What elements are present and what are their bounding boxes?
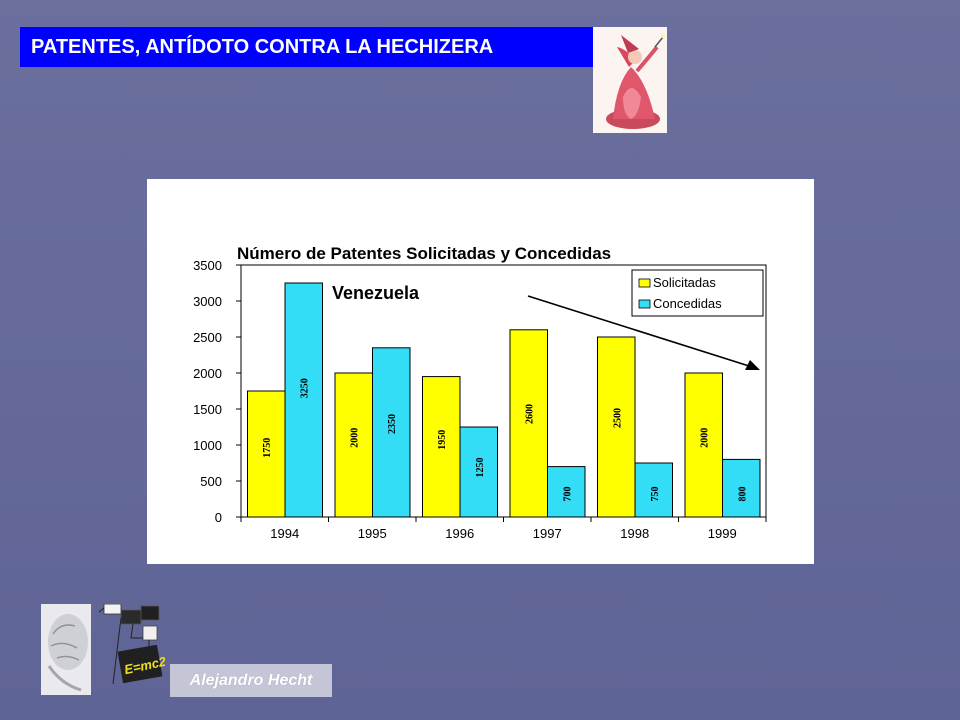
legend-label-solicitadas: Solicitadas [653,275,716,290]
bar-concedidas [722,458,761,518]
y-tick-label: 2000 [193,366,222,381]
legend-swatch-concedidas [638,299,651,309]
bar-solicitadas [334,372,373,518]
bar-data-label: 2000 [350,428,361,448]
bar-data-label: 2000 [700,428,711,448]
y-axis: 0 500 1000 1500 2000 2500 3000 3500 [193,258,241,525]
bar-data-label: 750 [650,487,661,502]
x-axis: 1994 1995 1996 1997 1998 1999 [240,517,767,541]
bar-data-label: 2350 [387,414,398,434]
brain-emc2-image: E=mc2 [41,604,165,695]
y-tick-label: 3000 [193,294,222,309]
x-tick-label: 1999 [708,526,737,541]
x-tick-label: 1994 [270,526,299,541]
chart-title: Número de Patentes Solicitadas y Concedi… [237,244,611,263]
bar-concedidas [547,466,586,518]
bar-data-label: 1250 [475,458,486,478]
fairy-godmother-image [593,27,667,133]
chart-panel: Número de Patentes Solicitadas y Concedi… [147,179,814,564]
trend-arrow [527,295,760,370]
bar-data-label: 2600 [525,404,536,424]
bar-data-label: 3250 [300,378,311,398]
chart-subtitle: Venezuela [332,283,420,303]
bar-solicitadas [684,372,723,518]
legend: Solicitadas Concedidas [631,269,764,317]
bar-chart: Número de Patentes Solicitadas y Concedi… [193,244,767,541]
y-tick-label: 1000 [193,438,222,453]
x-tick-label: 1998 [620,526,649,541]
y-tick-label: 2500 [193,330,222,345]
bar-data-label: 800 [737,487,748,502]
legend-swatch-solicitadas [638,278,651,288]
slide-title: PATENTES, ANTÍDOTO CONTRA LA HECHIZERA [20,27,597,67]
author-label: Alejandro Hecht [170,664,332,697]
bar-solicitadas [597,336,636,518]
bar-concedidas [372,347,411,518]
bar-data-label: 1950 [437,430,448,450]
bar-data-label: 1750 [262,438,273,458]
y-tick-label: 1500 [193,402,222,417]
bar-data-label: 2500 [612,408,623,428]
x-tick-label: 1995 [358,526,387,541]
bar-solicitadas [247,390,286,518]
bars-group: 1750 3250 2000 2350 1950 1250 2600 700 2500 750 20… [247,282,761,518]
legend-label-concedidas: Concedidas [653,296,722,311]
y-tick-label: 500 [200,474,222,489]
bar-concedidas [459,426,498,518]
y-tick-label: 0 [215,510,222,525]
bar-data-label: 700 [562,487,573,502]
bar-concedidas [284,282,323,518]
y-tick-label: 3500 [193,258,222,273]
x-tick-label: 1996 [445,526,474,541]
bar-solicitadas [509,329,548,518]
bar-solicitadas [422,376,461,518]
x-tick-label: 1997 [533,526,562,541]
bar-concedidas [634,462,673,518]
